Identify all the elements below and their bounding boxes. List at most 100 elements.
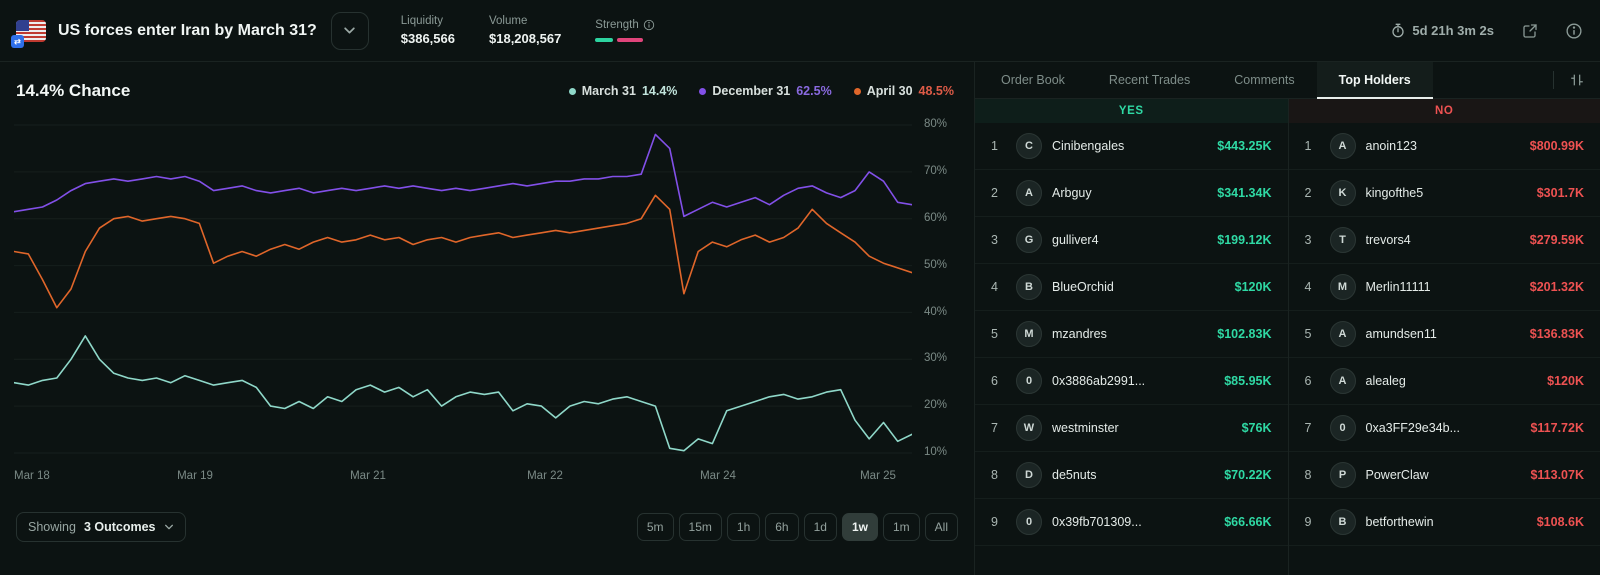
range-button-1h[interactable]: 1h xyxy=(726,513,761,541)
outcomes-value: 3 Outcomes xyxy=(83,520,156,534)
chart-controls: Showing 3 Outcomes 5m 15m 1h 6h 1d 1w 1m… xyxy=(0,512,974,542)
volume-stat: Volume $18,208,567 xyxy=(489,15,561,46)
holder-rank: 5 xyxy=(991,327,998,341)
avatar: P xyxy=(1329,462,1356,488)
holder-rank: 1 xyxy=(991,139,998,153)
main-content: 14.4% Chance March 31 14.4% December 31 … xyxy=(0,62,1600,575)
holder-name: Merlin11111 xyxy=(1365,280,1431,294)
holder-name: Arbguy xyxy=(1052,186,1092,200)
holder-amount: $800.99K xyxy=(1529,139,1584,153)
y-axis-tick: 80% xyxy=(924,118,948,130)
holder-name: alealeg xyxy=(1365,374,1406,388)
chart-canvas[interactable] xyxy=(14,120,912,458)
holder-row[interactable]: 4 B BlueOrchid $120K xyxy=(975,264,1288,311)
share-button[interactable] xyxy=(1522,23,1538,39)
holder-row[interactable]: 9 0 0x39fb701309... $66.66K xyxy=(975,499,1288,546)
market-dropdown-button[interactable] xyxy=(330,11,369,50)
holder-row[interactable]: 7 0 0xa3FF29e34b... $117.72K xyxy=(1288,405,1600,452)
range-button-1w[interactable]: 1w xyxy=(841,513,878,541)
panel-tabbar: Order Book Recent Trades Comments Top Ho… xyxy=(975,62,1600,99)
legend-value: 62.5% xyxy=(796,84,832,98)
holder-rank: 9 xyxy=(1304,515,1312,529)
info-button[interactable] xyxy=(1566,22,1582,39)
holder-name: gulliver4 xyxy=(1052,233,1099,247)
range-button-15m[interactable]: 15m xyxy=(678,513,722,541)
range-button-5m[interactable]: 5m xyxy=(636,513,674,541)
holder-rank: 2 xyxy=(991,186,998,200)
holder-rank: 6 xyxy=(1304,374,1312,388)
x-axis-tick: Mar 22 xyxy=(527,470,563,482)
info-icon[interactable] xyxy=(643,19,655,31)
volume-label: Volume xyxy=(489,15,528,27)
holder-name: betforthewin xyxy=(1365,515,1434,529)
y-axis-tick: 50% xyxy=(924,259,948,271)
range-button-all[interactable]: All xyxy=(924,513,958,541)
avatar: A xyxy=(1016,180,1042,206)
range-button-1d[interactable]: 1d xyxy=(803,513,837,541)
time-range-group: 5m 15m 1h 6h 1d 1w 1m All xyxy=(636,513,958,541)
yes-column-header: YES xyxy=(975,99,1288,123)
holder-rank: 7 xyxy=(1304,421,1312,435)
legend-label: April 30 xyxy=(866,84,913,98)
holder-amount: $70.22K xyxy=(1224,468,1272,482)
strength-stat: Strength xyxy=(595,19,654,42)
tab-order-book[interactable]: Order Book xyxy=(1001,73,1065,87)
y-axis-tick: 30% xyxy=(924,352,948,364)
legend-item-march31[interactable]: March 31 14.4% xyxy=(568,84,677,98)
holders-yes-column: YES 1 C Cinibengales $443.25K 2 A Arbguy $341.… xyxy=(975,99,1288,575)
tabbar-divider xyxy=(1553,71,1554,89)
avatar: B xyxy=(1016,274,1042,300)
range-button-1m[interactable]: 1m xyxy=(882,513,920,541)
y-axis-tick: 20% xyxy=(924,399,948,411)
holder-row[interactable]: 8 P PowerClaw $113.07K xyxy=(1288,452,1600,499)
holder-rank: 4 xyxy=(1304,280,1312,294)
holder-row[interactable]: 2 A Arbguy $341.34K xyxy=(975,170,1288,217)
x-axis-tick: Mar 24 xyxy=(700,470,736,482)
holder-amount: $113.07K xyxy=(1530,468,1584,482)
holder-row[interactable]: 1 C Cinibengales $443.25K xyxy=(975,123,1288,170)
legend-dot-purple xyxy=(699,87,707,95)
holder-name: 0xa3FF29e34b... xyxy=(1365,421,1461,435)
holder-amount: $341.34K xyxy=(1217,186,1272,200)
holder-rank: 1 xyxy=(1304,139,1312,153)
panel-settings-button[interactable] xyxy=(1554,62,1600,98)
avatar: A xyxy=(1329,133,1356,159)
holder-row[interactable]: 6 0 0x3886ab2991... $85.95K xyxy=(975,358,1288,405)
avatar: T xyxy=(1329,227,1356,253)
legend-dot-orange xyxy=(853,87,861,95)
tab-top-holders[interactable]: Top Holders xyxy=(1316,62,1433,99)
top-bar: ⇄ US forces enter Iran by March 31? Liqu… xyxy=(0,0,1600,62)
holder-amount: $120K xyxy=(1234,280,1272,294)
liquidity-label: Liquidity xyxy=(400,15,443,27)
legend-value: 48.5% xyxy=(918,84,954,98)
chart-legend: March 31 14.4% December 31 62.5% April 3… xyxy=(568,84,954,98)
timer-icon xyxy=(1392,23,1404,38)
x-axis-tick: Mar 18 xyxy=(14,470,50,482)
range-button-6h[interactable]: 6h xyxy=(765,513,799,541)
avatar: 0 xyxy=(1016,368,1042,394)
holder-amount: $201.32K xyxy=(1529,280,1584,294)
legend-item-december31[interactable]: December 31 62.5% xyxy=(699,84,832,98)
y-axis-tick: 70% xyxy=(924,165,948,177)
holder-name: 0x3886ab2991... xyxy=(1052,374,1146,388)
tab-comments[interactable]: Comments xyxy=(1234,73,1295,87)
outcomes-dropdown-button[interactable]: Showing 3 Outcomes xyxy=(16,512,186,542)
tab-recent-trades[interactable]: Recent Trades xyxy=(1108,73,1191,87)
holder-rank: 6 xyxy=(991,374,998,388)
holder-rank: 2 xyxy=(1304,186,1312,200)
holder-amount: $120K xyxy=(1547,374,1584,388)
legend-item-april30[interactable]: April 30 48.5% xyxy=(853,84,954,98)
holder-rank: 4 xyxy=(991,280,998,294)
chevron-down-icon xyxy=(164,524,173,530)
holder-row[interactable]: 4 M Merlin11111 $201.32K xyxy=(1288,264,1600,311)
